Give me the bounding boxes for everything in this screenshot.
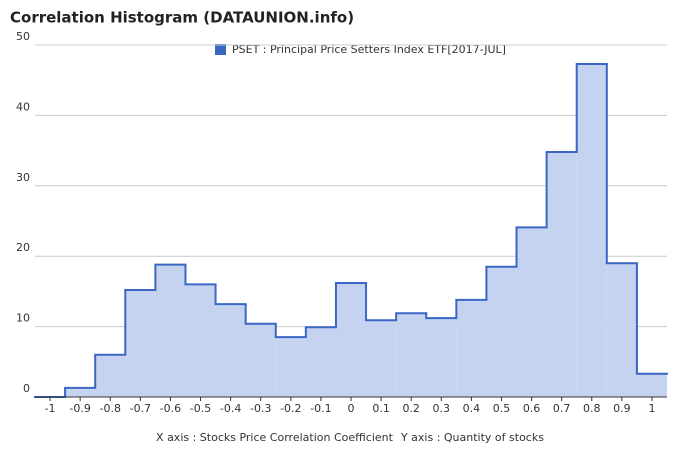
bin-area <box>396 313 427 397</box>
bin-area <box>456 299 487 397</box>
x-tick-label: -0.5 <box>190 402 211 415</box>
bin-area <box>305 327 336 397</box>
x-tick-label: -0.8 <box>100 402 121 415</box>
bin-area <box>576 64 607 398</box>
x-tick-label: -0.1 <box>310 402 331 415</box>
chart-title: Correlation Histogram (DATAUNION.info) <box>10 9 354 27</box>
x-axis-label: X axis : Stocks Price Correlation Coeffi… <box>156 431 394 444</box>
y-tick-label: 30 <box>16 171 30 184</box>
bin-area <box>185 284 216 397</box>
bin-area <box>516 227 547 397</box>
y-tick-label: 10 <box>16 312 30 325</box>
x-tick-label: 0.7 <box>553 402 571 415</box>
bin-area <box>215 304 246 397</box>
bin-area <box>636 373 667 397</box>
x-tick-label: -0.2 <box>280 402 301 415</box>
x-tick-label: 0.5 <box>493 402 511 415</box>
x-tick-label: 0.9 <box>613 402 631 415</box>
x-tick-label: 0.6 <box>523 402 541 415</box>
legend-swatch <box>215 44 226 55</box>
x-tick-label: -1 <box>45 402 56 415</box>
bin-area <box>65 387 96 397</box>
x-tick-label: 0.8 <box>583 402 601 415</box>
y-tick-label: 40 <box>16 100 30 113</box>
bin-area <box>275 337 306 397</box>
x-tick-label: 1 <box>648 402 655 415</box>
bin-area <box>546 152 577 397</box>
y-tick-label: 0 <box>23 382 30 395</box>
x-tick-label: 0.2 <box>402 402 420 415</box>
x-tick-label: -0.6 <box>160 402 181 415</box>
y-axis-label: Y axis : Quantity of stocks <box>400 431 544 444</box>
x-tick-label: 0.1 <box>372 402 390 415</box>
x-tick-label: -0.4 <box>220 402 241 415</box>
y-tick-label: 20 <box>16 241 30 254</box>
bin-area <box>426 318 457 397</box>
bin-area <box>366 320 397 397</box>
bin-area <box>245 323 276 397</box>
bin-area <box>155 264 186 397</box>
y-tick-label: 50 <box>16 30 30 43</box>
bin-area <box>486 266 517 397</box>
bin-area <box>125 289 156 397</box>
x-tick-label: -0.7 <box>130 402 151 415</box>
bin-area <box>335 282 367 397</box>
x-tick-label: -0.3 <box>250 402 271 415</box>
x-tick-label: 0.3 <box>433 402 451 415</box>
legend-label: PSET : Principal Price Setters Index ETF… <box>232 43 506 56</box>
bin-area <box>95 354 126 397</box>
x-tick-label: 0 <box>348 402 355 415</box>
bin-area <box>606 263 637 397</box>
x-tick-label: -0.9 <box>69 402 90 415</box>
x-tick-label: 0.4 <box>463 402 481 415</box>
axis-labels: X axis : Stocks Price Correlation Coeffi… <box>156 431 544 444</box>
